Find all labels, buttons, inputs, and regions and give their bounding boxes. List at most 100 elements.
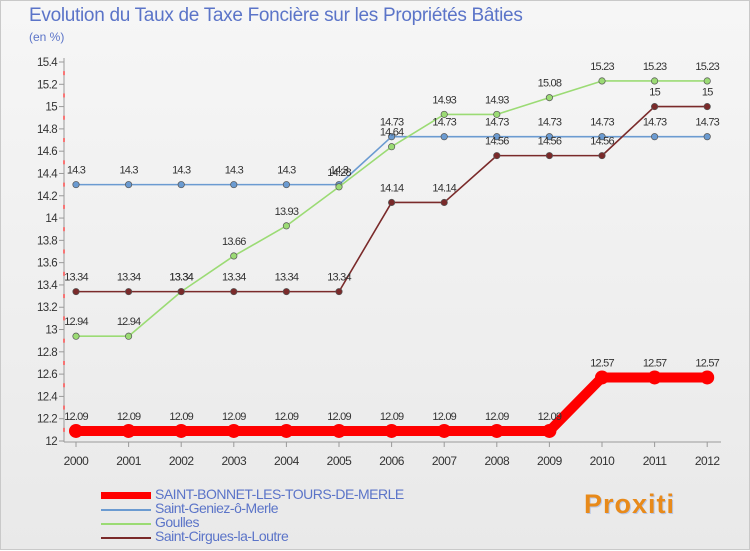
data-point <box>230 288 238 296</box>
data-point <box>700 370 715 385</box>
data-point <box>440 110 448 118</box>
data-point <box>598 133 606 141</box>
data-label: 14.73 <box>643 117 667 129</box>
y-tick-label: 14.8 <box>37 124 57 136</box>
data-label: 13.34 <box>117 272 141 284</box>
data-point <box>177 288 185 296</box>
data-point <box>335 288 343 296</box>
value-labels-layer: 12.09 12.09 12.09 12.09 12.09 12.09 12.09 12.09… <box>64 61 720 423</box>
data-point <box>230 181 238 189</box>
data-point <box>72 332 80 340</box>
data-label: 13.34 <box>222 272 246 284</box>
data-label: 14.93 <box>432 94 456 106</box>
data-label: 12.94 <box>117 316 141 328</box>
data-label: 12.09 <box>327 411 351 423</box>
data-label: 14.28 <box>327 167 351 179</box>
data-label: 15.23 <box>695 61 719 73</box>
x-tick-label: 2000 <box>64 454 90 468</box>
series-1 <box>72 133 711 189</box>
data-point <box>542 423 557 438</box>
data-point <box>282 181 290 189</box>
data-label: 12.09 <box>432 411 456 423</box>
data-point <box>651 77 659 85</box>
data-label: 12.09 <box>169 411 193 423</box>
data-label: 14.73 <box>380 117 404 129</box>
data-point <box>388 198 396 207</box>
y-tick-label: 12.6 <box>37 369 57 381</box>
data-point <box>493 110 501 118</box>
y-tick-label: 14.4 <box>37 168 58 180</box>
data-label: 13.34 <box>169 272 193 284</box>
data-point <box>651 133 659 141</box>
data-label: 14.56 <box>485 136 509 148</box>
y-tick-label: 13.8 <box>37 235 57 247</box>
series-3 <box>72 103 711 296</box>
chart-title: Evolution du Taux de Taxe Foncière sur l… <box>29 5 523 26</box>
data-point <box>545 152 553 160</box>
x-tick-label: 2006 <box>379 454 405 468</box>
y-tick-label: 13.2 <box>37 302 57 314</box>
data-label: 13.34 <box>275 272 299 284</box>
data-label: 14.73 <box>590 117 614 129</box>
data-point <box>388 133 396 141</box>
x-tick-label: 2008 <box>484 454 510 468</box>
data-label: 12.57 <box>695 357 719 369</box>
data-point <box>647 370 662 385</box>
data-point <box>69 423 83 438</box>
data-point <box>230 252 238 260</box>
data-label: 14.73 <box>538 117 562 129</box>
x-tick-label: 2011 <box>643 454 668 468</box>
data-label: 12.57 <box>643 357 667 369</box>
data-point <box>177 181 185 189</box>
data-point <box>703 133 711 141</box>
data-point <box>282 222 290 230</box>
data-point <box>703 103 711 111</box>
legend-label: Goulles <box>155 514 199 530</box>
data-point <box>388 143 396 151</box>
legend-swatch <box>101 492 151 499</box>
y-tick-label: 15.2 <box>37 79 57 91</box>
data-point <box>489 423 504 438</box>
data-label: 12.09 <box>222 411 246 423</box>
x-tick-label: 2004 <box>274 454 300 468</box>
data-label: 14.73 <box>485 117 509 129</box>
legend-item: Saint-Geniez-ô-Merle <box>101 500 461 516</box>
data-label: 12.57 <box>590 357 614 369</box>
data-point <box>332 423 346 438</box>
data-point <box>493 133 501 141</box>
x-tick-label: 2010 <box>590 454 616 468</box>
x-tick-label: 2007 <box>432 454 458 468</box>
y-tick-label: 13.6 <box>37 258 57 270</box>
unit-label: (en %) <box>29 30 65 44</box>
data-label: 12.09 <box>538 411 562 423</box>
data-point <box>72 288 80 296</box>
data-point <box>72 181 80 189</box>
x-tick-label: 2005 <box>327 454 353 468</box>
legend-swatch <box>101 537 151 539</box>
legend-label: SAINT-BONNET-LES-TOURS-DE-MERLE <box>155 486 404 502</box>
legend-swatch <box>101 523 151 525</box>
data-point <box>279 423 294 438</box>
data-label: 12.09 <box>380 411 404 423</box>
data-label: 15 <box>702 87 713 99</box>
data-label: 12.09 <box>117 411 141 423</box>
data-label: 15.23 <box>643 61 667 73</box>
data-label: 15.23 <box>590 61 614 73</box>
data-point <box>545 133 553 141</box>
data-label: 14.56 <box>538 136 562 148</box>
data-point <box>335 183 343 191</box>
data-label: 13.34 <box>64 272 88 284</box>
data-point <box>598 77 606 85</box>
data-label: 14.3 <box>277 165 296 177</box>
data-point <box>226 423 241 438</box>
data-point <box>125 181 133 189</box>
data-label: 15.08 <box>538 78 562 90</box>
x-tick-label: 2002 <box>169 454 195 468</box>
data-label: 14.14 <box>380 182 404 194</box>
data-point <box>493 152 501 160</box>
x-tick-label: 2009 <box>537 454 563 468</box>
x-tick-label: 2001 <box>116 454 142 468</box>
x-tick-label: 2003 <box>221 454 247 468</box>
